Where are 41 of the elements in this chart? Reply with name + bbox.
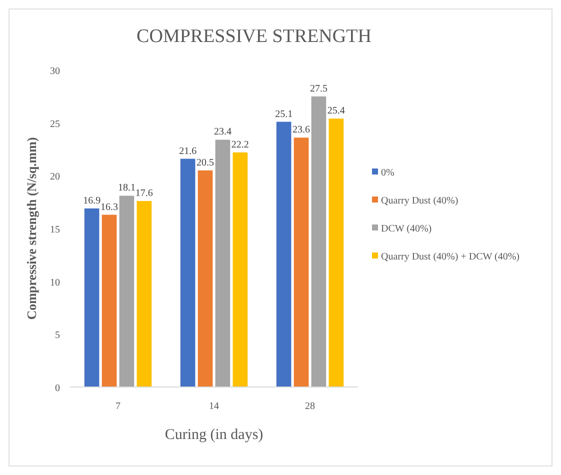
data-label: 16.9 bbox=[83, 195, 101, 206]
y-axis-title: Compressive strength (N/sq.mm) bbox=[24, 137, 39, 320]
bar bbox=[328, 118, 344, 387]
data-label: 17.6 bbox=[135, 188, 153, 200]
legend-label: 0% bbox=[381, 168, 394, 178]
y-tick-label: 20 bbox=[50, 172, 60, 183]
bar bbox=[215, 140, 230, 387]
legend-label: Quarry Dust (40%) + DCW (40%) bbox=[381, 252, 520, 262]
y-tick-label: 30 bbox=[50, 66, 60, 77]
bar bbox=[198, 170, 213, 387]
bar bbox=[232, 152, 248, 387]
data-label: 23.4 bbox=[214, 126, 232, 138]
bar bbox=[276, 122, 292, 387]
data-label: 25.4 bbox=[327, 106, 345, 117]
y-tick-label: 25 bbox=[50, 118, 60, 130]
legend-label: Quarry Dust (40%) bbox=[381, 196, 458, 206]
y-tick-label: 0 bbox=[55, 383, 60, 394]
bar bbox=[102, 214, 117, 387]
data-label: 21.6 bbox=[179, 146, 197, 157]
legend-label: DCW (40%) bbox=[381, 224, 432, 234]
x-tick-label: 7 bbox=[116, 401, 120, 412]
bar bbox=[180, 158, 196, 387]
data-label: 27.5 bbox=[310, 83, 328, 94]
x-axis-title: Curing (in days) bbox=[164, 427, 264, 443]
x-tick-label: 14 bbox=[209, 401, 219, 412]
chart-title: COMPRESSIVE STRENGTH bbox=[136, 26, 372, 47]
data-label: 25.1 bbox=[275, 108, 293, 120]
bar bbox=[294, 138, 309, 387]
bar bbox=[136, 201, 152, 387]
y-tick-label: 15 bbox=[50, 224, 60, 236]
y-tick-label: 5 bbox=[55, 330, 60, 342]
bar bbox=[84, 208, 100, 387]
data-label: 16.3 bbox=[100, 202, 118, 213]
x-tick-label: 28 bbox=[305, 401, 315, 412]
bar bbox=[119, 196, 134, 387]
bar bbox=[311, 96, 326, 387]
data-label: 23.6 bbox=[292, 124, 310, 136]
data-label: 18.1 bbox=[118, 182, 136, 194]
data-label: 22.2 bbox=[231, 139, 249, 150]
data-label: 20.5 bbox=[196, 157, 214, 168]
y-tick-label: 10 bbox=[50, 277, 60, 288]
